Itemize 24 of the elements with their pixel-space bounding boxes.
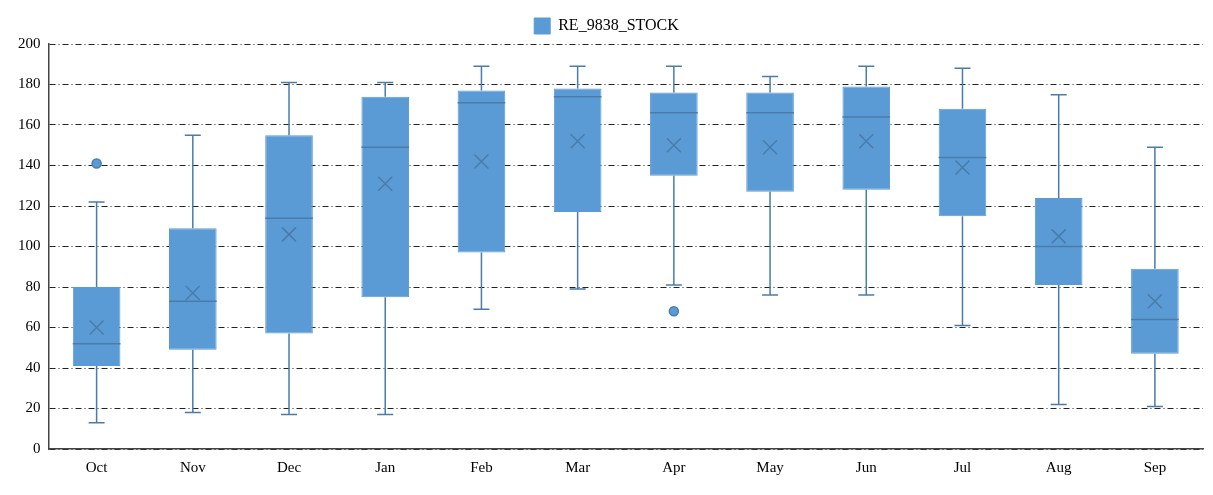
x-tick-label: Sep — [1143, 458, 1167, 475]
y-tick-label: 20 — [25, 399, 41, 416]
x-tick-label: Nov — [179, 458, 207, 475]
y-tick-label: 60 — [25, 318, 41, 335]
x-tick-label: Feb — [470, 458, 493, 475]
y-tick-label: 180 — [18, 75, 41, 92]
x-tick-label: Jun — [855, 458, 878, 475]
y-tick-label: 80 — [25, 277, 41, 294]
x-tick-label: Mar — [565, 458, 591, 475]
y-tick-label: 120 — [18, 196, 41, 213]
y-tick-label: 160 — [18, 115, 41, 132]
y-tick-label: 0 — [33, 439, 41, 456]
legend-label: RE_9838_STOCK — [558, 16, 680, 34]
x-tick-label: Apr — [662, 458, 686, 475]
x-tick-label: May — [756, 458, 785, 475]
y-tick-label: 40 — [25, 358, 41, 375]
y-tick-label: 100 — [18, 237, 41, 254]
y-tick-label: 200 — [18, 34, 41, 51]
y-tick-label: 140 — [18, 156, 41, 173]
x-tick-label: Oct — [85, 458, 109, 475]
x-tick-label: Jan — [375, 458, 396, 475]
x-tick-label: Jul — [953, 458, 972, 475]
x-tick-label: Dec — [276, 458, 302, 475]
x-tick-label: Aug — [1045, 458, 1073, 475]
